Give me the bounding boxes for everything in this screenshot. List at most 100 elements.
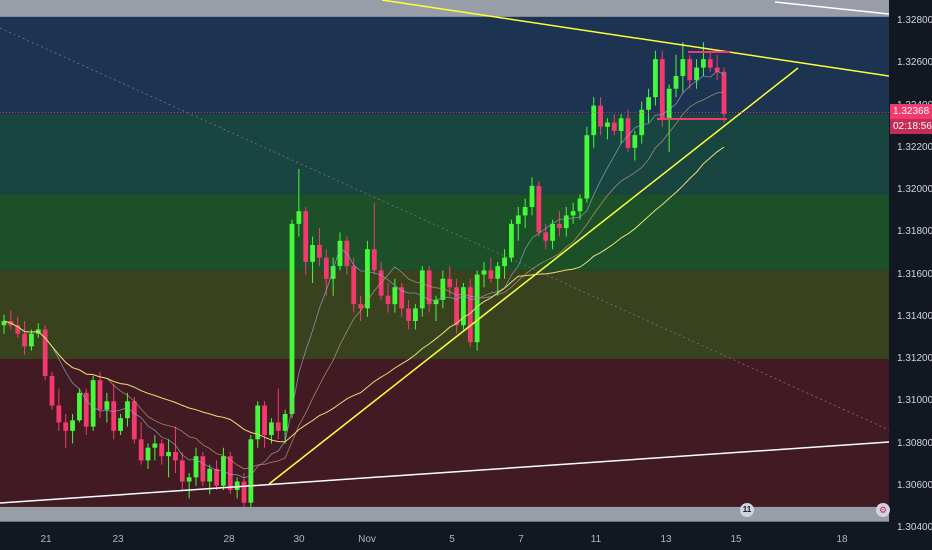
moving-average-slow [3, 146, 725, 443]
date-tick-label: 5 [449, 534, 455, 545]
candle-body [570, 211, 576, 216]
candle-body [269, 422, 274, 436]
upper-trendline [774, 1, 889, 15]
price-tick-label: 1.31000 [897, 395, 932, 407]
candle-body [625, 118, 631, 148]
candle-body [241, 481, 247, 503]
date-tick-label: 15 [730, 534, 742, 545]
candle-body [515, 215, 521, 224]
candle-body [310, 244, 315, 262]
candle-body [234, 481, 240, 490]
candle-body [282, 413, 288, 431]
candle-body [77, 392, 82, 421]
candle-body [653, 59, 658, 98]
candle-body [289, 223, 295, 414]
price-tick-label: 1.32800 [897, 15, 932, 27]
date-tick-label: 23 [112, 534, 124, 545]
candle-body [406, 308, 411, 322]
candle-body [152, 443, 158, 448]
candle-body [179, 460, 185, 482]
date-tick-label: 18 [836, 534, 848, 545]
candle-body [371, 249, 377, 271]
settings-icon[interactable]: ⚙ [876, 503, 890, 517]
price-axis[interactable]: 1.328001.326001.324001.322001.320001.318… [889, 0, 932, 533]
candle-body [701, 59, 706, 68]
price-tick-label: 1.31800 [897, 226, 932, 238]
candle-body [262, 405, 267, 436]
date-tick-label: 21 [40, 534, 52, 545]
candle-body [365, 249, 370, 309]
candle-body [714, 67, 720, 72]
candle-body [166, 451, 171, 457]
price-tick-label: 1.31400 [897, 310, 932, 322]
price-tick-label: 1.32600 [897, 57, 932, 69]
candle-body [488, 270, 494, 279]
price-tick-label: 1.32000 [897, 184, 932, 196]
candle-body [529, 185, 535, 207]
candle-body [426, 270, 432, 305]
candle-body [173, 451, 178, 461]
candle-body [440, 278, 446, 300]
candle-body [598, 105, 603, 127]
candle-body [550, 223, 555, 241]
candle-body [227, 456, 233, 490]
candle-body [611, 122, 617, 131]
candle-body [495, 266, 501, 279]
candle-body [632, 135, 638, 148]
price-tick-label: 1.31600 [897, 268, 932, 280]
time-axis[interactable]: 21 23 28 30 Nov 5 7 11 13 15 18 [0, 528, 889, 550]
candle-body [63, 422, 69, 431]
candle-body [214, 468, 219, 486]
candle-body [673, 76, 679, 89]
date-tick-label: 13 [660, 534, 672, 545]
zone-band [0, 506, 889, 522]
candle-body [104, 401, 110, 410]
candle-body [522, 206, 528, 216]
candle-body [536, 185, 542, 233]
candle-body [707, 59, 713, 68]
candle-body [605, 122, 610, 127]
bar-countdown-tag: 02:18:56 [890, 119, 932, 135]
candle-body [118, 418, 123, 431]
candle-body [509, 223, 514, 258]
candle-body [659, 59, 665, 119]
resistance-trendline [381, 0, 889, 77]
date-tick-label: Nov [358, 534, 376, 545]
candle-body [255, 405, 261, 440]
candle-body [557, 223, 562, 229]
candle-body [15, 325, 21, 334]
candle-body [90, 380, 96, 427]
zone-band [0, 194, 889, 271]
candle-body [419, 270, 425, 309]
price-tick-label: 1.30600 [897, 479, 932, 491]
candle-body [447, 278, 453, 288]
candle-body [323, 257, 329, 279]
candle-body [337, 240, 343, 267]
candle-body [392, 287, 398, 305]
candle-body [721, 71, 727, 115]
zone-band [0, 114, 889, 195]
price-chart[interactable] [0, 0, 889, 528]
candle-body [29, 333, 34, 347]
candle-body [461, 287, 466, 326]
candle-body [413, 308, 418, 322]
zone-band [0, 16, 889, 115]
candle-body [131, 401, 137, 440]
candle-body [454, 287, 459, 326]
candle-body [680, 59, 686, 77]
moving-average-fast [3, 70, 725, 479]
candle-body [275, 422, 281, 431]
candle-body [502, 257, 507, 267]
lower-trendline [0, 441, 889, 504]
date-tick-label: 11 [590, 534, 602, 545]
candle-body [687, 59, 693, 81]
candle-body [186, 477, 192, 482]
candle-body [646, 97, 651, 110]
date-tick-label: 30 [293, 534, 305, 545]
date-tick-label: 28 [223, 534, 235, 545]
current-price-tag: 1.32368 [890, 104, 932, 120]
calendar-event-icon[interactable]: 11 [740, 503, 754, 517]
candle-body [351, 266, 357, 305]
candle-body [330, 266, 336, 279]
